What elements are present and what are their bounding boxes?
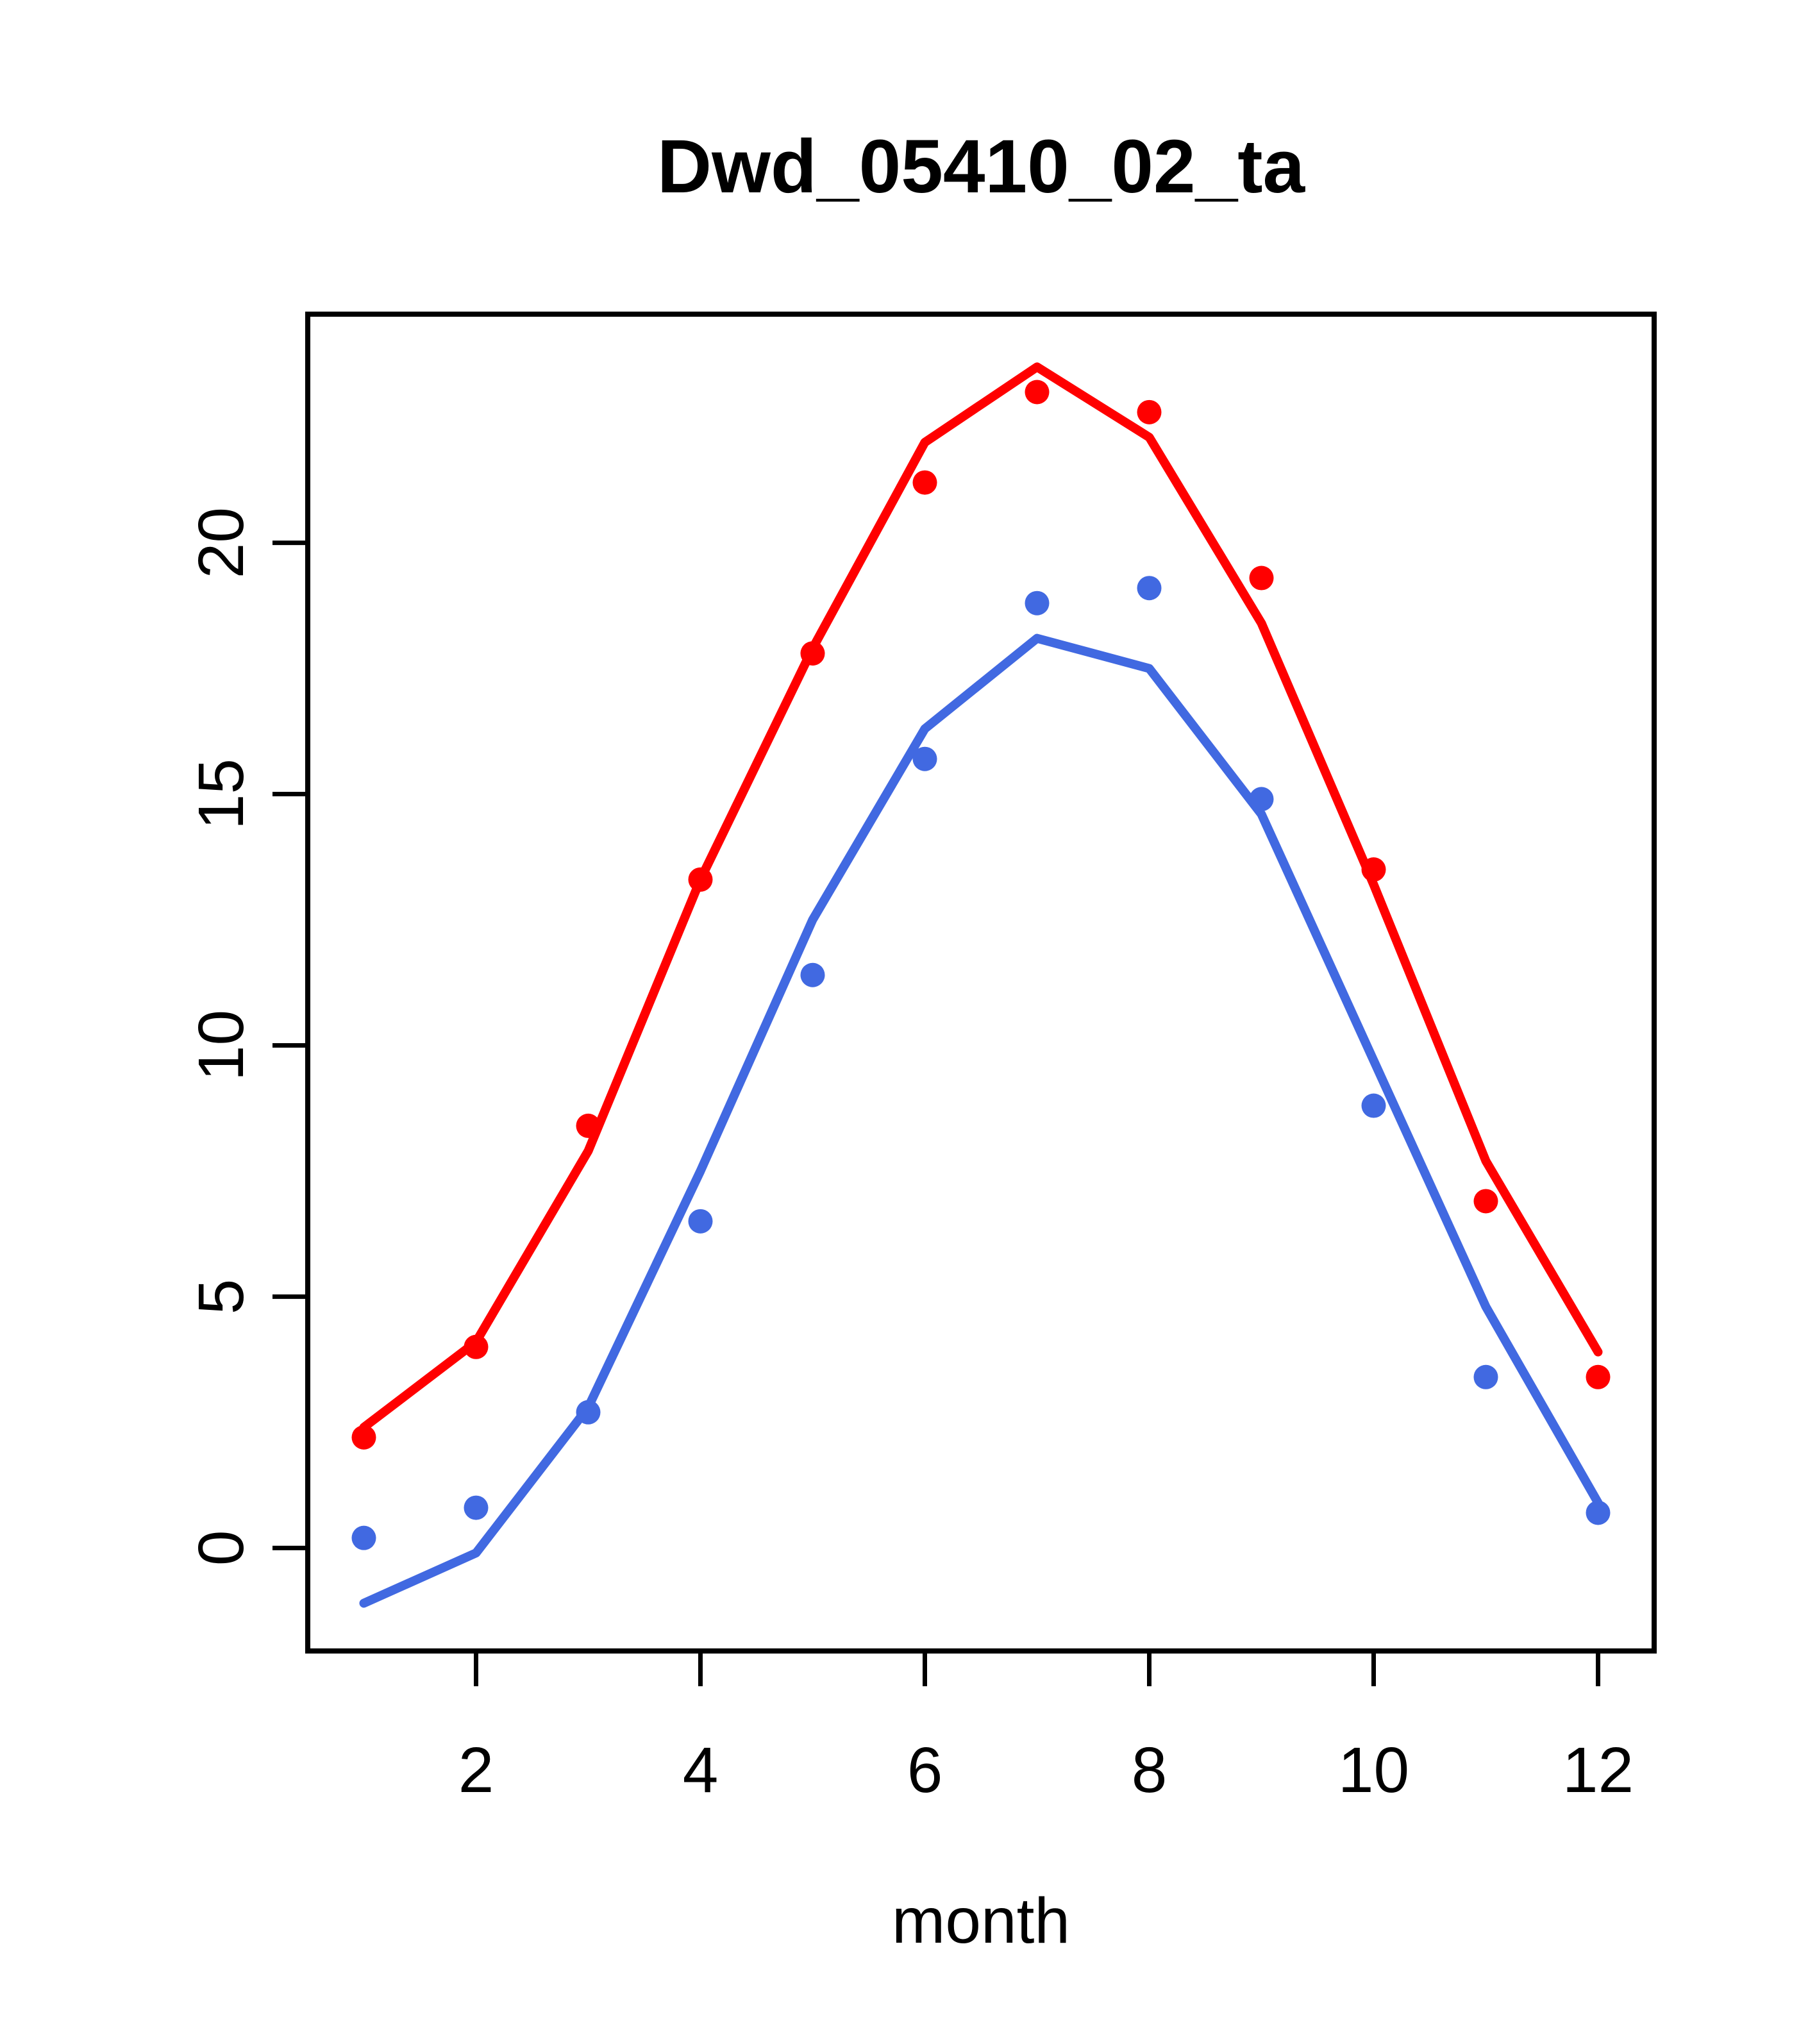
tmin-points-marker — [1473, 1364, 1498, 1389]
chart-title: Dwd_05410_02_ta — [657, 124, 1306, 209]
tmax-points-marker — [351, 1425, 376, 1450]
tmin-points-marker — [1249, 787, 1274, 812]
tmax-points-marker — [688, 867, 713, 892]
tmax-points-marker — [912, 470, 937, 495]
tmax-points-marker — [1249, 565, 1274, 591]
tmax-points-marker — [1473, 1189, 1498, 1214]
tmin-line — [359, 633, 1603, 1608]
y-tick-label: 0 — [185, 1530, 257, 1566]
axes: 2 4 6 8 10 12 0 5 10 15 20 — [185, 312, 1657, 1806]
x-tick-label: 2 — [458, 1734, 494, 1806]
tmin-points-marker — [1025, 591, 1050, 616]
x-tick-label: 6 — [907, 1734, 943, 1806]
tmin-points-marker — [351, 1525, 376, 1550]
tmax-points-marker — [464, 1334, 489, 1359]
tmax-points-marker — [1586, 1364, 1611, 1389]
tmax-points-marker — [1025, 380, 1050, 405]
series — [351, 362, 1611, 1608]
tmin-points-marker — [912, 746, 937, 771]
plot-frame — [305, 312, 1657, 1654]
x-axis-label: month — [892, 1885, 1070, 1957]
tmin-points-marker — [576, 1400, 601, 1425]
tmax-points-marker — [576, 1113, 601, 1138]
tmax-points-marker — [1137, 399, 1162, 424]
tmin-points-marker — [1586, 1500, 1611, 1525]
tmin-points-marker — [464, 1495, 489, 1520]
x-tick-label: 4 — [683, 1734, 719, 1806]
x-tick-label: 12 — [1562, 1734, 1634, 1806]
tmin-points-marker — [688, 1209, 713, 1234]
y-tick-label: 15 — [185, 758, 257, 830]
tmin-points-marker — [1361, 1093, 1386, 1118]
tmax-line — [359, 362, 1603, 1432]
y-tick-label: 20 — [185, 507, 257, 578]
tmin-points-marker — [1137, 576, 1162, 601]
x-tick-label: 10 — [1338, 1734, 1409, 1806]
y-tick-label: 10 — [185, 1010, 257, 1081]
tmax-points-marker — [1361, 857, 1386, 882]
y-tick-label: 5 — [185, 1279, 257, 1315]
x-tick-label: 8 — [1132, 1734, 1168, 1806]
tmin-points-marker — [800, 962, 825, 987]
tmax-points-marker — [800, 641, 825, 666]
